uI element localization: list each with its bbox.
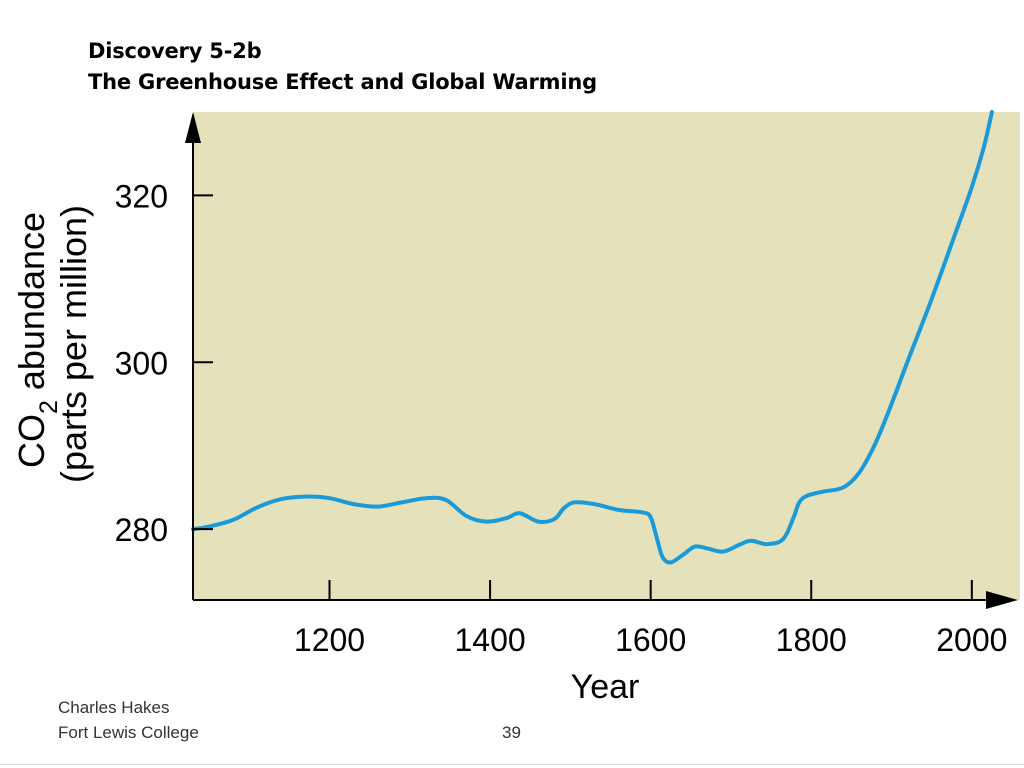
y-axis-label-co: CO <box>11 414 52 468</box>
page-number: 39 <box>502 723 521 742</box>
x-tick-label-2000: 2000 <box>936 622 1007 658</box>
x-tick-label-1800: 1800 <box>776 622 847 658</box>
y-axis-label: CO2 abundance (parts per million) <box>11 205 94 483</box>
y-tick-label-280: 280 <box>115 512 168 548</box>
slide-title: Discovery 5-2b The Greenhouse Effect and… <box>88 36 597 98</box>
x-axis-arrow <box>986 591 1018 609</box>
y-axis-label-abundance: abundance <box>11 212 52 400</box>
x-tick-label-1400: 1400 <box>454 622 525 658</box>
y-tick-label-320: 320 <box>115 178 168 214</box>
slide-title-line-2: The Greenhouse Effect and Global Warming <box>88 70 597 94</box>
plot-background <box>193 112 1020 600</box>
y-axis-label-line-1: CO2 abundance <box>11 212 63 468</box>
slide-title-line-1: Discovery 5-2b <box>88 39 262 63</box>
y-tick-label-300: 300 <box>115 345 168 381</box>
footer-author: Charles Hakes <box>58 698 170 717</box>
x-tick-label-1600: 1600 <box>615 622 686 658</box>
y-axis-label-subscript: 2 <box>35 400 63 414</box>
x-tick-label-1200: 1200 <box>294 622 365 658</box>
y-axis-label-line-2: (parts per million) <box>53 205 94 483</box>
footer-college: Fort Lewis College <box>58 723 199 742</box>
bottom-divider <box>0 764 1024 765</box>
co2-line <box>191 110 994 565</box>
x-axis-label: Year <box>571 668 640 706</box>
y-axis-arrow <box>185 112 201 143</box>
